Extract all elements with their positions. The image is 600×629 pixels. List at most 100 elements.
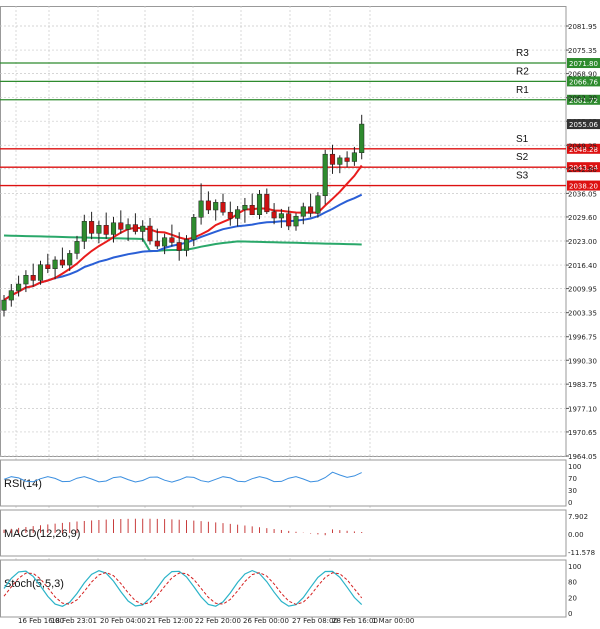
rsi-line	[3, 471, 362, 483]
candle-body	[162, 237, 168, 247]
level-price-box	[567, 180, 600, 191]
price-tick-label: 1977.10	[568, 405, 597, 413]
time-label: 26 Feb 00:00	[243, 617, 289, 625]
level-price-box	[567, 94, 600, 105]
price-tick-label: 2009.95	[568, 286, 597, 294]
candle-body	[213, 202, 219, 211]
stoch-main-line	[3, 569, 363, 607]
level-label-s1: S1	[516, 134, 529, 145]
last-price-label: 2055.06	[569, 121, 598, 129]
time-label: 16 Feb 16:00	[18, 617, 64, 625]
price-tick-label: 2023.00	[568, 238, 597, 246]
candle-body	[176, 242, 182, 251]
time-label: 20 Feb 04:00	[100, 617, 146, 625]
candle-body	[293, 215, 299, 227]
level-price-label: 2061.72	[569, 97, 598, 105]
level-price-label: 2066.76	[569, 78, 598, 86]
price-tick-label: 1970.65	[568, 429, 597, 437]
stoch-panel-tick: 20	[568, 594, 577, 602]
time-label: 1 Mar 00:00	[372, 617, 414, 625]
candle-body	[271, 211, 277, 219]
level-label-s2: S2	[516, 152, 529, 163]
level-price-label: 2038.20	[569, 183, 598, 191]
candle-body	[81, 221, 87, 242]
candle-body	[249, 205, 255, 215]
indicator-panels: RSI(14) 100 70 30 0 MACD(12,26,9) 7.902 0.00 -11…	[0, 459, 595, 618]
level-price-label: 2071.80	[569, 60, 598, 68]
rsi-panel-tick: 100	[568, 463, 581, 471]
level-label-r3: R3	[516, 48, 529, 59]
support-resistance-levels: R3 2071.80 R2 2066.76 R1 2061.72 S1 2048.28 S2 20…	[0, 48, 600, 191]
level-price-box	[567, 162, 600, 173]
candle-body	[169, 237, 175, 243]
price-tick-label: 1964.05	[568, 453, 597, 461]
candle-body	[96, 225, 102, 234]
candle-body	[154, 240, 160, 247]
level-price-box	[567, 143, 600, 154]
price-tick-label: 2003.35	[568, 310, 597, 318]
candle-body	[1, 299, 7, 311]
price-tick-label: 1983.75	[568, 381, 597, 389]
candle-body	[308, 206, 314, 214]
candles	[1, 114, 365, 317]
candle-body	[359, 123, 365, 153]
last-price-box	[567, 119, 600, 130]
macd-panel-tick: 0.00	[568, 531, 584, 539]
candle-body	[329, 153, 336, 165]
rsi-panel-tick: 70	[568, 475, 577, 483]
level-label-r1: R1	[516, 85, 529, 96]
candle-body	[198, 200, 204, 218]
time-label: 22 Feb 20:00	[195, 617, 241, 625]
candle-body	[235, 209, 241, 219]
rsi-panel-tick: 0	[568, 499, 572, 507]
candle-body	[183, 239, 190, 251]
candle-body	[147, 225, 153, 242]
candle-body	[191, 217, 197, 240]
candle-body	[103, 225, 109, 235]
time-label: 18 Feb 23:01	[51, 617, 97, 625]
candle-body	[315, 195, 321, 214]
macd-panel-frame	[0, 509, 567, 557]
price-tick-label: 1996.75	[568, 334, 597, 342]
candle-body	[52, 259, 58, 269]
candle-body	[205, 200, 211, 211]
level-price-box	[567, 76, 600, 87]
candle-body	[110, 222, 117, 235]
price-tick-label: 2029.60	[568, 214, 597, 222]
price-tick-label: 2062.30	[568, 95, 597, 103]
candle-body	[8, 290, 14, 301]
price-tick-label: 1990.30	[568, 357, 597, 365]
candle-body	[220, 202, 226, 213]
stoch-panel-tick: 80	[568, 579, 577, 587]
candle-body	[140, 225, 146, 232]
candle-body	[59, 259, 65, 266]
stoch-panel-title: Stoch(5,5,3)	[4, 578, 64, 590]
candle-body	[45, 264, 51, 269]
level-label-r2: R2	[516, 66, 529, 77]
candle-body	[118, 222, 124, 230]
price-tick-label: 2068.90	[568, 71, 597, 79]
price-tick-label: 2042.80	[568, 166, 597, 174]
candle-body	[322, 153, 328, 197]
time-label: 27 Feb 08:00	[292, 617, 338, 625]
macd-panel-title: MACD(12,26,9)	[4, 528, 80, 540]
time-label: 21 Feb 12:00	[147, 617, 193, 625]
candle-body	[30, 275, 36, 281]
candle-body	[344, 157, 350, 162]
candle-body	[37, 264, 44, 281]
candle-body	[89, 221, 95, 234]
macd-panel-tick: 7.902	[568, 513, 588, 521]
stoch-panel-tick: 100	[568, 563, 581, 571]
ma-blue-line	[3, 193, 363, 301]
candle-body	[300, 206, 306, 217]
candle-body	[256, 194, 263, 215]
time-label: 28 Feb 16:00	[332, 617, 378, 625]
stoch-signal-line	[3, 571, 363, 605]
rsi-panel-tick: 30	[568, 487, 577, 495]
rsi-panel-frame	[0, 459, 567, 507]
candle-body	[132, 224, 138, 232]
candle-body	[23, 275, 29, 285]
main-plot-frame	[0, 6, 567, 457]
